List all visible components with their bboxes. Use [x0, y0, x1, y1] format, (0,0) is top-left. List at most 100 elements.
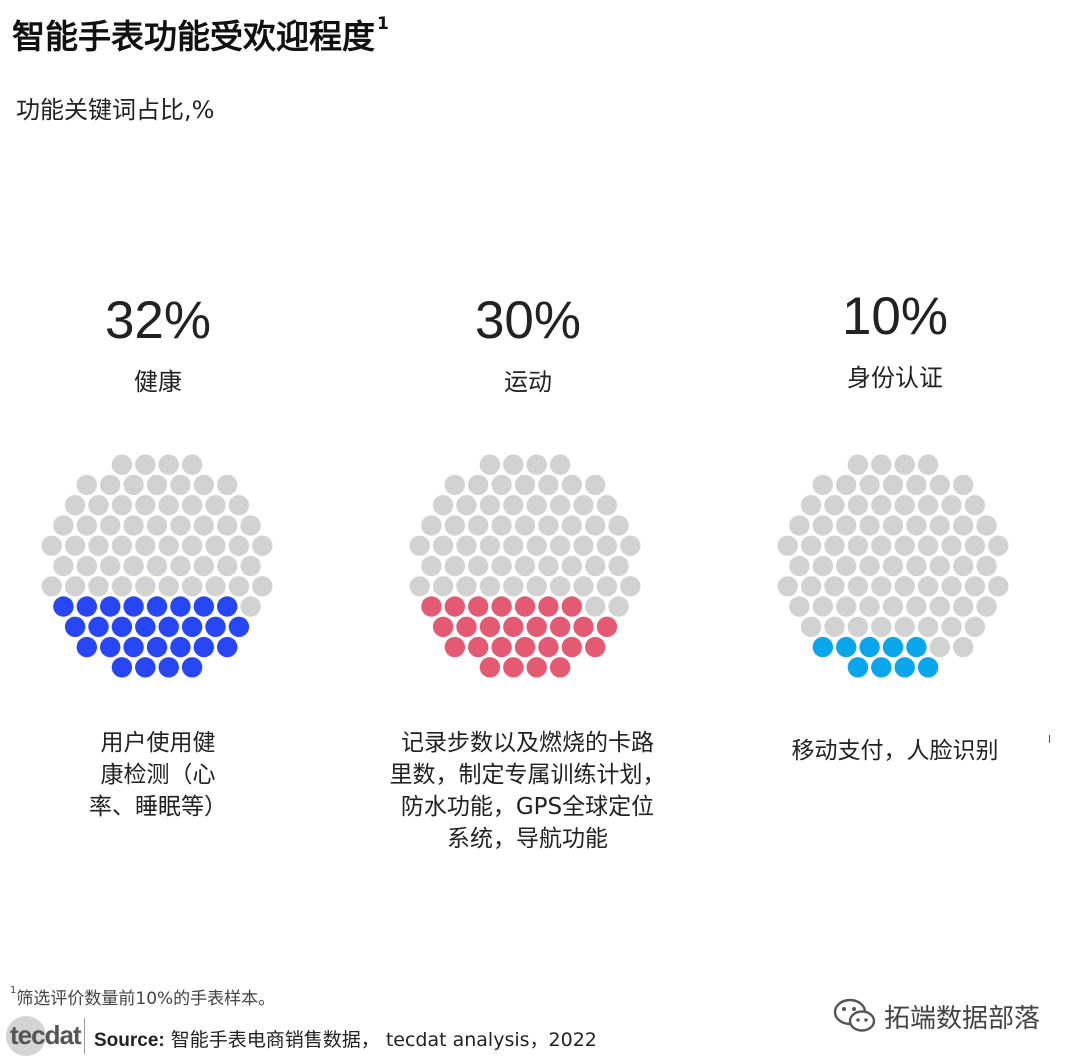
dot-base-0 [228, 576, 250, 597]
dot-base-1 [585, 474, 606, 496]
dot-base-1 [573, 535, 594, 556]
dot-base-2 [941, 495, 962, 516]
dot-base-1 [456, 576, 477, 597]
value-label-identity: 10% [841, 287, 949, 346]
dot-base-0 [181, 535, 203, 556]
dot-highlight-1 [479, 657, 501, 678]
dot-highlight-0 [111, 616, 133, 637]
dot-base-2 [953, 474, 974, 496]
dot-base-0 [193, 555, 214, 577]
dot-base-0 [76, 555, 98, 577]
dot-base-0 [135, 495, 156, 516]
dot-base-1 [456, 495, 477, 516]
dot-base-1 [596, 495, 618, 516]
dot-highlight-2 [917, 657, 939, 678]
dot-base-1 [526, 454, 547, 475]
dot-base-2 [859, 515, 880, 536]
dot-highlight-0 [193, 636, 214, 658]
dot-base-0 [217, 515, 238, 536]
dot-highlight-0 [193, 596, 214, 617]
dot-base-2 [906, 555, 927, 577]
dot-base-1 [409, 535, 430, 556]
dot-base-0 [228, 495, 250, 516]
dot-base-2 [812, 555, 833, 577]
source-line: Source: 智能手表电商销售数据， tecdat analysis，2022 [94, 1029, 597, 1051]
dot-base-2 [847, 454, 869, 475]
dot-base-2 [929, 515, 950, 536]
dot-base-2 [917, 535, 939, 556]
dot-base-1 [468, 555, 489, 577]
dot-highlight-1 [596, 616, 618, 637]
dot-base-2 [964, 576, 986, 597]
dot-base-2 [847, 535, 869, 556]
dot-base-2 [941, 616, 962, 637]
dot-base-1 [479, 495, 501, 516]
dot-base-2 [871, 535, 892, 556]
category-label-health: 健康 [134, 368, 182, 396]
dot-highlight-2 [859, 636, 880, 658]
dot-base-2 [906, 515, 927, 536]
dot-base-1 [549, 454, 571, 475]
dot-highlight-1 [526, 616, 547, 637]
dot-highlight-2 [847, 657, 869, 678]
dot-base-1 [491, 515, 512, 536]
dot-base-0 [88, 576, 109, 597]
dot-base-2 [777, 535, 798, 556]
dot-highlight-1 [561, 636, 582, 658]
dot-base-2 [824, 616, 845, 637]
dot-highlight-0 [217, 596, 238, 617]
dot-base-1 [620, 535, 641, 556]
dot-base-2 [906, 596, 927, 617]
dot-base-1 [549, 535, 571, 556]
dot-base-2 [812, 515, 833, 536]
dot-base-2 [976, 596, 997, 617]
dot-base-0 [100, 515, 121, 536]
dot-base-2 [953, 515, 974, 536]
dot-base-0 [205, 576, 226, 597]
dot-highlight-1 [538, 596, 559, 617]
dot-highlight-2 [894, 657, 915, 678]
dot-base-2 [917, 616, 939, 637]
dot-highlight-0 [53, 596, 74, 617]
dot-base-2 [894, 576, 915, 597]
dot-highlight-0 [158, 657, 179, 678]
dot-base-2 [929, 596, 950, 617]
dot-highlight-1 [432, 616, 454, 637]
dot-base-2 [882, 515, 904, 536]
dot-base-2 [800, 576, 822, 597]
dot-base-0 [53, 515, 74, 536]
dot-highlight-0 [217, 636, 238, 658]
dot-base-1 [479, 535, 501, 556]
dot-base-0 [217, 474, 238, 496]
dot-highlight-0 [170, 596, 191, 617]
dot-highlight-1 [503, 657, 524, 678]
dot-highlight-0 [76, 636, 98, 658]
dot-base-2 [929, 636, 950, 658]
description-health: 用户使用健 康检测（心 率、睡眠等） [89, 730, 227, 820]
dot-base-0 [76, 515, 98, 536]
dot-base-1 [503, 535, 524, 556]
dot-base-0 [181, 454, 203, 475]
dot-base-2 [847, 576, 869, 597]
dot-base-2 [859, 555, 880, 577]
dot-base-1 [585, 555, 606, 577]
dot-highlight-0 [135, 657, 156, 678]
dot-base-1 [479, 454, 501, 475]
dot-highlight-0 [146, 636, 168, 658]
dot-base-1 [538, 515, 559, 536]
dot-base-2 [917, 576, 939, 597]
dot-base-0 [158, 576, 179, 597]
dot-highlight-0 [76, 596, 98, 617]
dot-base-1 [432, 495, 454, 516]
dot-base-2 [882, 555, 904, 577]
dot-base-0 [64, 495, 86, 516]
dot-base-2 [894, 454, 915, 475]
dot-base-2 [882, 474, 904, 496]
stray-tick [1049, 735, 1050, 743]
dot-base-0 [100, 555, 121, 577]
dot-base-1 [608, 515, 629, 536]
dot-base-0 [146, 555, 168, 577]
dot-highlight-0 [88, 616, 109, 637]
dot-highlight-1 [561, 596, 582, 617]
dot-base-0 [64, 576, 86, 597]
